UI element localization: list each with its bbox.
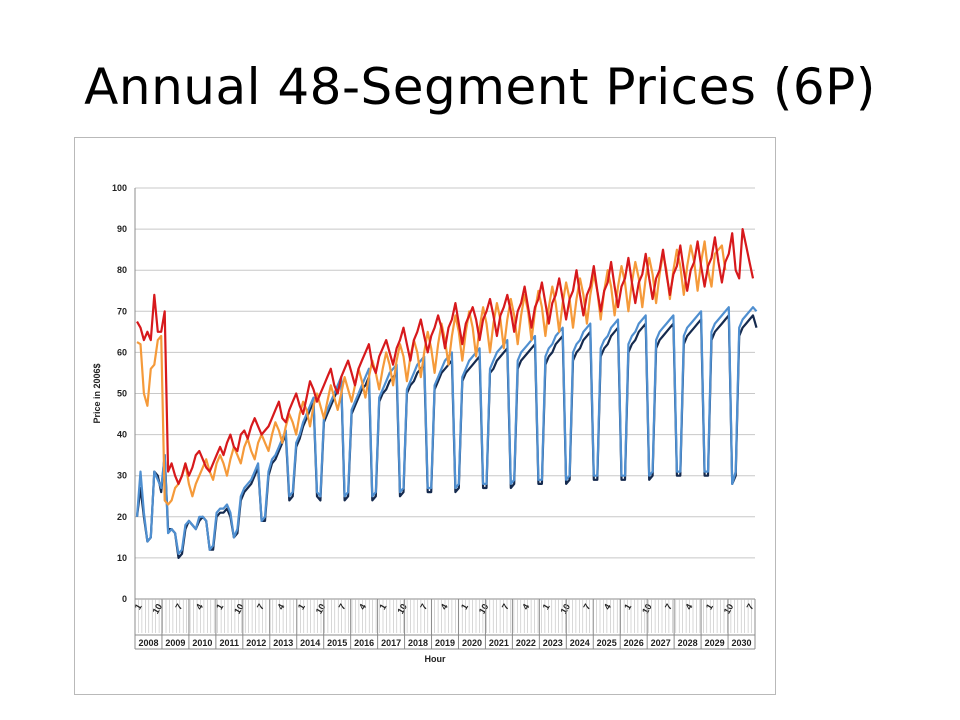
x-month-label: 10 bbox=[150, 602, 164, 616]
x-month-label: 7 bbox=[500, 602, 511, 611]
x-month-label: 7 bbox=[337, 602, 348, 611]
x-month-label: 4 bbox=[439, 602, 450, 611]
slide-title: Annual 48-Segment Prices (6P) bbox=[84, 58, 876, 116]
x-month-label: 7 bbox=[255, 602, 266, 611]
series-line-red bbox=[136, 227, 755, 485]
x-month-label: 1 bbox=[459, 602, 470, 611]
y-tick-label: 20 bbox=[117, 512, 127, 522]
x-year-label: 2009 bbox=[165, 638, 185, 648]
x-month-label: 1 bbox=[541, 602, 552, 611]
x-year-label: 2029 bbox=[705, 638, 725, 648]
x-axis-title: Hour bbox=[425, 654, 446, 664]
y-tick-label: 40 bbox=[117, 430, 127, 440]
x-year-label: 2008 bbox=[138, 638, 158, 648]
x-year-label: 2026 bbox=[624, 638, 644, 648]
x-year-label: 2030 bbox=[731, 638, 751, 648]
x-month-label: 4 bbox=[357, 602, 368, 611]
x-year-label: 2015 bbox=[327, 638, 347, 648]
x-month-label: 1 bbox=[704, 602, 715, 611]
x-month-label: 4 bbox=[683, 602, 694, 611]
x-month-label: 4 bbox=[194, 602, 205, 611]
x-year-label: 2014 bbox=[300, 638, 320, 648]
x-month-label: 4 bbox=[275, 602, 286, 611]
x-month-label: 7 bbox=[418, 602, 429, 611]
y-tick-label: 0 bbox=[122, 594, 127, 604]
x-month-label: 4 bbox=[520, 602, 531, 611]
y-tick-label: 80 bbox=[117, 265, 127, 275]
x-year-label: 2028 bbox=[678, 638, 698, 648]
x-year-label: 2019 bbox=[435, 638, 455, 648]
x-month-label: 1 bbox=[133, 602, 144, 611]
x-month-label: 10 bbox=[558, 602, 572, 616]
y-tick-label: 70 bbox=[117, 306, 127, 316]
chart-frame: 0 10 20 30 40 50 60 70 80 90 100 1 10 7 4 1 10 7 4 1 10 7 4 1 1… bbox=[74, 137, 776, 695]
x-year-label: 2012 bbox=[246, 638, 266, 648]
x-month-label: 10 bbox=[314, 602, 328, 616]
x-month-label: 7 bbox=[173, 602, 184, 611]
y-axis-title: Price in 2006$ bbox=[92, 363, 102, 423]
x-month-label: 1 bbox=[622, 602, 633, 611]
x-month-label: 10 bbox=[477, 602, 491, 616]
x-year-label: 2018 bbox=[408, 638, 428, 648]
y-tick-label: 90 bbox=[117, 224, 127, 234]
x-year-label: 2021 bbox=[489, 638, 509, 648]
y-tick-label: 100 bbox=[112, 183, 127, 193]
x-month-label: 7 bbox=[581, 602, 592, 611]
y-tick-label: 10 bbox=[117, 553, 127, 563]
x-year-label: 2025 bbox=[597, 638, 617, 648]
x-month-label: 7 bbox=[663, 602, 674, 611]
x-month-label: 10 bbox=[232, 602, 246, 616]
y-tick-label: 60 bbox=[117, 347, 127, 357]
x-month-label: 1 bbox=[214, 602, 225, 611]
x-year-label: 2017 bbox=[381, 638, 401, 648]
x-year-label: 2010 bbox=[192, 638, 212, 648]
x-month-label: 1 bbox=[377, 602, 388, 611]
x-year-label: 2016 bbox=[354, 638, 374, 648]
x-month-label: 4 bbox=[602, 602, 613, 611]
x-year-label: 2023 bbox=[543, 638, 563, 648]
series-lines bbox=[135, 227, 758, 559]
x-year-label: 2024 bbox=[570, 638, 590, 648]
x-year-label: 2013 bbox=[273, 638, 293, 648]
y-tick-label: 50 bbox=[117, 389, 127, 399]
x-year-label: 2027 bbox=[651, 638, 671, 648]
x-year-label: 2011 bbox=[220, 638, 240, 648]
x-month-label: 1 bbox=[296, 602, 307, 611]
x-month-label: 7 bbox=[745, 602, 756, 611]
y-tick-label: 30 bbox=[117, 471, 127, 481]
x-year-label: 2020 bbox=[462, 638, 482, 648]
x-axis: 1107411074110741107411074110741107411072… bbox=[133, 599, 756, 650]
x-month-label: 10 bbox=[395, 602, 409, 616]
y-tick-labels: 0 10 20 30 40 50 60 70 80 90 100 bbox=[112, 183, 127, 604]
x-year-label: 2022 bbox=[516, 638, 536, 648]
